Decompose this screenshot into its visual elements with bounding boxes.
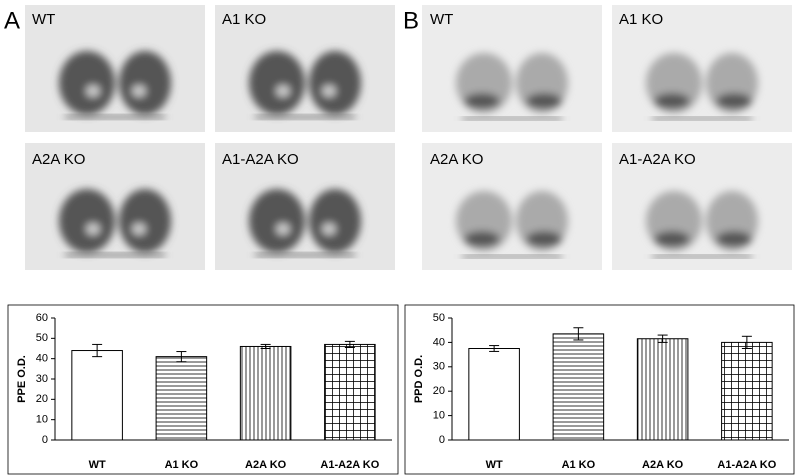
y-tick-label: 0 (42, 434, 48, 446)
bar (324, 343, 376, 441)
y-axis-title: PPD O.D. (413, 355, 425, 403)
panel-letter: A (4, 7, 20, 34)
bar (552, 333, 605, 441)
x-tick-label: A1-A2A KO (320, 459, 379, 471)
x-tick-label: A2A KO (245, 459, 287, 471)
y-tick-label: 50 (433, 312, 445, 324)
y-tick-label: 20 (36, 393, 48, 405)
image-label: A2A KO (32, 151, 85, 168)
image-label: A2A KO (430, 151, 483, 168)
bar (468, 348, 520, 441)
y-tick-label: 10 (433, 410, 445, 422)
y-tick-label: 60 (36, 312, 48, 324)
image-label: A1 KO (619, 11, 663, 28)
y-tick-label: 30 (433, 361, 445, 373)
panel-letter: B (403, 7, 419, 34)
bar (636, 338, 689, 441)
x-tick-label: A1 KO (165, 459, 199, 471)
bar (71, 350, 123, 441)
image-label: WT (430, 11, 453, 28)
y-tick-label: 10 (36, 414, 48, 426)
panel-a-images: A WT A1 KO A2A KO A1-A2A KO (4, 5, 395, 270)
y-tick-label: 20 (433, 385, 445, 397)
x-tick-label: A1-A2A KO (717, 459, 776, 471)
y-tick-label: 0 (439, 434, 445, 446)
bar (239, 345, 292, 441)
bar (155, 356, 208, 441)
x-tick-label: WT (486, 459, 503, 471)
panel-b-images: B WT A1 KO A2A KO A1-A2A KO (403, 5, 792, 270)
image-label: A1-A2A KO (222, 151, 299, 168)
image-label: A1 KO (222, 11, 266, 28)
chart-frame (7, 304, 399, 475)
y-tick-label: 40 (36, 353, 48, 365)
y-axis-title: PPE O.D. (16, 355, 28, 403)
x-tick-label: WT (89, 459, 106, 471)
bar (721, 341, 773, 441)
image-label: WT (32, 11, 55, 28)
x-tick-label: A1 KO (562, 459, 596, 471)
x-tick-label: A2A KO (642, 459, 684, 471)
chart-frame (404, 304, 795, 475)
y-tick-label: 50 (36, 332, 48, 344)
y-tick-label: 30 (36, 373, 48, 385)
image-label: A1-A2A KO (619, 151, 696, 168)
y-tick-label: 40 (433, 336, 445, 348)
